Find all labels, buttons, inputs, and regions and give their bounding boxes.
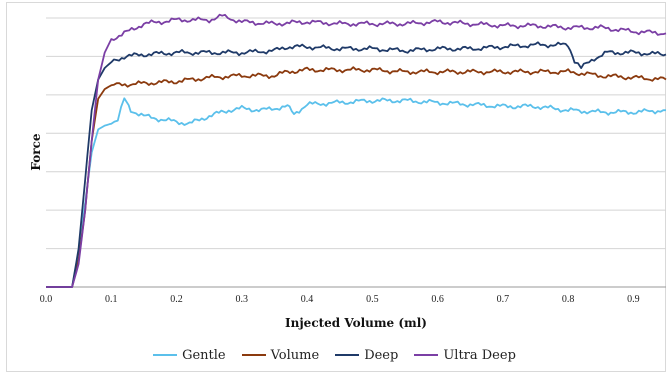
legend-swatch	[241, 354, 266, 356]
x-tick-label: 0.3	[236, 294, 249, 305]
x-tick-label: 0.6	[431, 294, 444, 305]
x-tick-label: 0.7	[497, 294, 510, 305]
legend-swatch	[335, 354, 360, 356]
x-tick-label: 0.9	[627, 294, 640, 305]
series-line-ultra-deep	[46, 13, 667, 288]
x-tick-label: 0.0	[40, 294, 53, 305]
legend-swatch	[153, 354, 178, 356]
series-line-gentle	[46, 97, 666, 288]
chart-frame	[6, 2, 666, 372]
x-tick-label: 0.2	[170, 294, 183, 305]
series-line-deep	[46, 41, 667, 288]
x-tick-label: 0.4	[301, 294, 314, 305]
legend-label: Gentle	[182, 347, 226, 363]
x-axis-title: Injected Volume (ml)	[285, 316, 427, 330]
x-tick-label: 0.8	[562, 294, 575, 305]
x-tick-label: 0.1	[105, 294, 118, 305]
legend-item: Volume	[241, 347, 320, 363]
legend-swatch	[414, 354, 439, 356]
legend-item: Ultra Deep	[414, 348, 516, 363]
series-line-volume	[46, 66, 667, 288]
legend-label: Ultra Deep	[443, 347, 516, 363]
legend-label: Volume	[270, 347, 320, 363]
series-lines	[46, 13, 667, 288]
legend-item: Deep	[335, 348, 398, 363]
x-tick-labels: 0.0 0.1 0.2 0.3 0.4 0.5 0.6 0.7 0.8 0.9	[40, 294, 640, 305]
x-tick-label: 0.5	[366, 294, 379, 305]
gridlines	[46, 17, 666, 288]
legend: Gentle Volume Deep Ultra Deep	[0, 343, 669, 367]
y-axis-title: Force	[29, 133, 43, 170]
legend-item: Gentle	[153, 348, 226, 363]
legend-label: Deep	[364, 347, 399, 363]
